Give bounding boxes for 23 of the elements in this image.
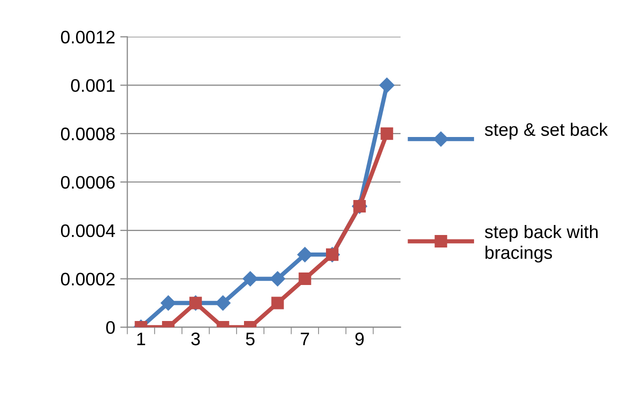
x-tick-label: 7 (300, 332, 310, 346)
y-tick-label: 0.0008 (60, 128, 115, 140)
y-tick-label: 0.0002 (60, 272, 115, 286)
point (271, 296, 284, 310)
x-tick-label: 9 (355, 332, 364, 346)
x-tick-label: 1 (137, 332, 146, 346)
point (270, 271, 286, 286)
y-tick-label: 0.0012 (60, 30, 115, 44)
y-tick-label: 0.0006 (60, 176, 115, 189)
legend-label: step & set back (484, 122, 608, 140)
x-tick-label: 5 (246, 332, 255, 346)
point (298, 272, 312, 286)
point (380, 127, 394, 140)
x-tick-label: 3 (191, 332, 200, 346)
point (297, 247, 312, 262)
y-tick-label: 0.001 (71, 79, 115, 92)
y-tick-label: 0 (106, 321, 115, 334)
legend-label: step back with bracings (484, 224, 598, 263)
y-tick-label: 0.0004 (60, 224, 115, 238)
point (215, 295, 231, 311)
point (160, 295, 176, 311)
point (242, 271, 258, 286)
point (379, 78, 394, 93)
